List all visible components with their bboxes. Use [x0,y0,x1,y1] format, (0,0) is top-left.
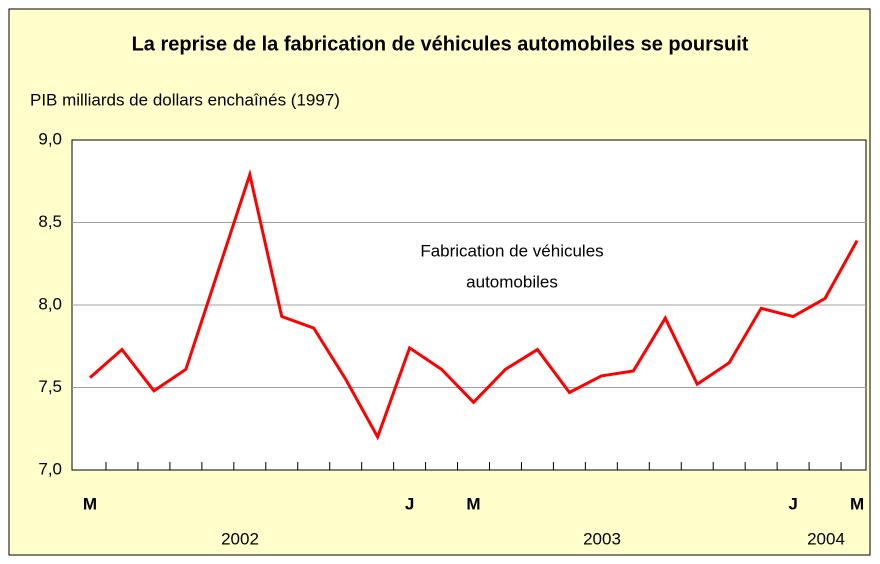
y-tick-label: 8,0 [38,294,62,313]
y-tick-label: 9,0 [38,129,62,148]
y-tick-label: 7,5 [38,377,62,396]
annotation: Fabrication de véhicules [420,241,603,260]
y-tick-label: 7,0 [38,459,62,478]
line [89,169,859,441]
y-axis-label: PIB milliards de dollars enchaînés (1997… [30,90,340,109]
x-tick-label: M [850,494,864,513]
x-tick-label: J [405,494,414,513]
chart-title: La reprise de la fabrication de véhicule… [132,33,749,55]
x-tick-label: M [466,494,480,513]
y-tick-label: 8,5 [38,212,62,231]
year-label: 2003 [583,529,621,548]
x-tick-label: M [83,494,97,513]
year-label: 2004 [807,529,845,548]
annotation: automobiles [466,272,558,291]
year-label: 2002 [221,529,259,548]
x-tick-label: J [788,494,797,513]
